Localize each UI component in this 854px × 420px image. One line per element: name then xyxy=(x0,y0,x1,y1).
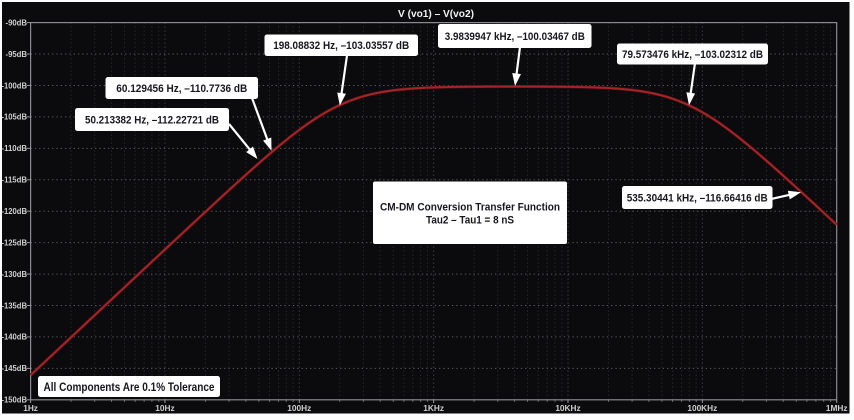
svg-text:-120dB: -120dB xyxy=(2,206,28,216)
svg-text:1Hz: 1Hz xyxy=(23,403,38,413)
svg-text:-125dB: -125dB xyxy=(2,237,28,247)
svg-text:198.08832 Hz, –103.03557 dB: 198.08832 Hz, –103.03557 dB xyxy=(273,40,409,52)
svg-text:-140dB: -140dB xyxy=(2,332,28,342)
svg-text:-100dB: -100dB xyxy=(2,80,28,90)
svg-text:100Hz: 100Hz xyxy=(287,403,311,413)
svg-text:1MHz: 1MHz xyxy=(826,403,848,413)
svg-text:535.30441 kHz, –116.66416 dB: 535.30441 kHz, –116.66416 dB xyxy=(627,193,768,205)
svg-text:1KHz: 1KHz xyxy=(423,403,444,413)
svg-text:V (vo1) – V(vo2): V (vo1) – V(vo2) xyxy=(398,8,474,20)
svg-text:Tau2 – Tau1 = 8 nS: Tau2 – Tau1 = 8 nS xyxy=(426,215,514,227)
svg-text:-150dB: -150dB xyxy=(2,395,28,405)
svg-text:10Hz: 10Hz xyxy=(155,403,174,413)
svg-text:All Components Are 0.1% Tolera: All Components Are 0.1% Tolerance xyxy=(44,380,215,394)
svg-text:79.573476 kHz, –103.02312 dB: 79.573476 kHz, –103.02312 dB xyxy=(622,49,763,61)
svg-text:3.9839947 kHz, –100.03467 dB: 3.9839947 kHz, –100.03467 dB xyxy=(445,31,585,43)
svg-text:-95dB: -95dB xyxy=(6,49,28,59)
svg-text:CM-DM Conversion Transfer Func: CM-DM Conversion Transfer Function xyxy=(380,202,560,214)
svg-text:-90dB: -90dB xyxy=(6,17,28,27)
svg-text:-115dB: -115dB xyxy=(2,175,28,185)
svg-text:50.213382 Hz, –112.22721 dB: 50.213382 Hz, –112.22721 dB xyxy=(85,115,219,127)
svg-text:-135dB: -135dB xyxy=(2,300,28,310)
svg-text:60.129456 Hz, –110.7736 dB: 60.129456 Hz, –110.7736 dB xyxy=(116,83,247,95)
svg-text:100KHz: 100KHz xyxy=(687,403,717,413)
svg-text:-105dB: -105dB xyxy=(2,112,28,122)
svg-text:-110dB: -110dB xyxy=(2,143,28,153)
svg-text:-145dB: -145dB xyxy=(2,363,28,373)
svg-text:-130dB: -130dB xyxy=(2,269,28,279)
svg-text:10KHz: 10KHz xyxy=(555,403,580,413)
